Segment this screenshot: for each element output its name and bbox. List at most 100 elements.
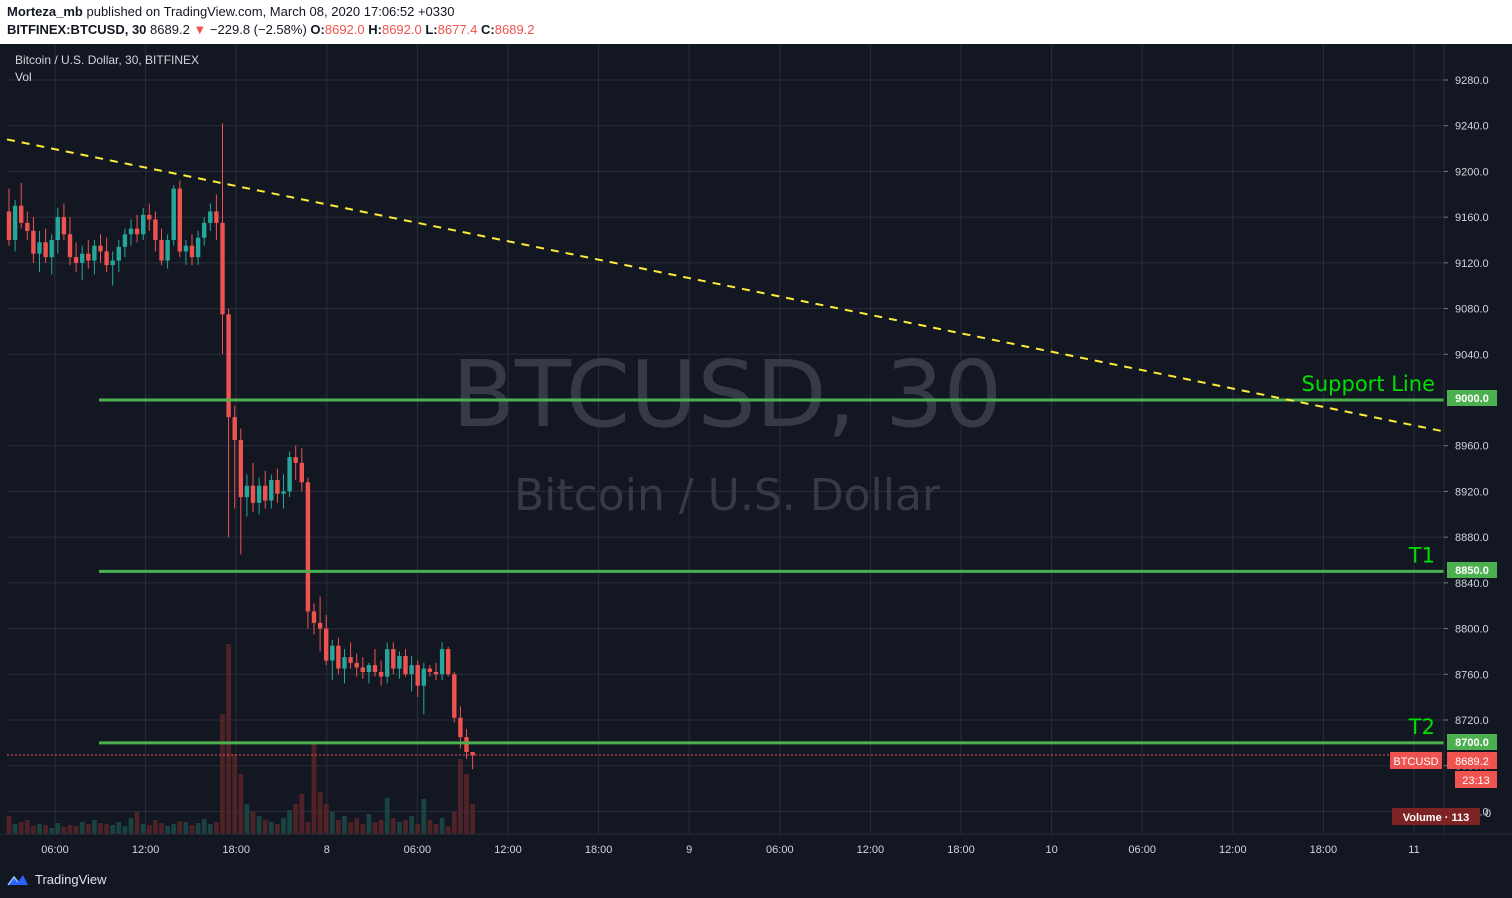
volume-bar [226,644,231,834]
watermark-symbol: BTCUSD, 30 [452,341,1002,448]
volume-bar [433,824,439,834]
price-change: −229.8 (−2.58%) [209,22,307,37]
candle-body [226,314,231,418]
candle-body [311,611,317,623]
price-tick-label: 9040.0 [1455,349,1489,361]
time-tick-label: 10 [1045,844,1057,856]
volume-bar [409,816,414,834]
time-tick-label: 06:00 [404,844,432,856]
candle-body [275,480,280,494]
volume-bar [12,824,18,834]
candle-body [25,222,30,231]
open-label: O: [310,22,325,37]
time-tick-label: 12:00 [494,844,522,856]
price-tick-label: 8920.0 [1455,486,1489,498]
volume-bar [317,792,323,834]
price-tick-label: 9200.0 [1455,166,1489,178]
symbol-name: BITFINEX:BTCUSD, 30 [7,22,147,37]
trendline[interactable] [6,138,1442,432]
time-tick-label: 06:00 [41,844,69,856]
price-chart[interactable]: BTCUSD, 30 Bitcoin / U.S. Dollar Support… [0,44,1512,862]
volume-bar [305,822,311,834]
volume-bar [256,816,262,834]
volume-bar [49,828,55,834]
candle-body [464,737,469,752]
candle-body [293,457,298,463]
candle-body [195,237,201,258]
volume-bar [470,804,475,834]
tradingview-brand[interactable]: TradingView [7,872,107,887]
candle-body [104,251,109,266]
volume-tag: Volume · 113 0 [1392,808,1491,825]
volume-bar [220,714,225,834]
price-tick-label: 9160.0 [1455,212,1489,224]
volume-bar [372,822,378,834]
candle-body [177,188,182,252]
volume-bar [201,819,207,834]
time-tick-label: 06:00 [766,844,794,856]
high-value: 8692.0 [381,22,422,37]
volume-bar [390,818,396,834]
volume-bar [421,799,427,834]
volume-bar [6,816,12,834]
volume-bar [378,820,384,834]
volume-bar [244,804,250,834]
time-axis[interactable]: 06:00 12:00 18:00 8 06:00 12:00 18:00 9 06:00 12:… [41,844,1419,856]
volume-bar [262,820,268,834]
volume-bar [67,825,73,834]
time-tick-label: 18:00 [222,844,250,856]
candle-body [446,649,451,675]
volume-bar [195,823,201,834]
candle-body [391,649,396,669]
candle-body [305,482,311,612]
price-tick-label: 8840.0 [1455,578,1489,590]
close-label: C: [481,22,495,37]
volume-bar [104,824,109,834]
candle-body [385,649,390,677]
candle-body [171,188,176,240]
price-tick-label: 9240.0 [1455,121,1489,133]
candle-body [220,222,225,315]
price-axis[interactable]: 9280.0 9240.0 9200.0 9160.0 9120.0 9080.0 9040… [1444,75,1489,818]
time-tick-label: 8 [324,844,330,856]
volume-bar [451,812,457,834]
author-name[interactable]: Morteza_mb [7,4,83,19]
candle-body [324,628,329,661]
legend-title: Bitcoin / U.S. Dollar, 30, BITFINEX [15,53,199,67]
candle-body [128,228,134,235]
volume-bar [458,759,463,834]
volume-bar [397,822,402,834]
volume-bar [299,794,305,834]
candle-body [122,234,128,247]
candle-body [421,668,426,686]
volume-bar [24,820,30,834]
time-tick-label: 12:00 [857,844,885,856]
volume-bar [171,824,177,834]
time-tick-label: 12:00 [1219,844,1247,856]
volume-bar [31,826,36,834]
candle-body [281,491,286,494]
down-arrow-icon: ▼ [193,22,207,37]
candle-body [452,674,457,718]
brand-name: TradingView [35,872,107,887]
symbol-price-tag: BTCUSD 8689.2 23:13 [1390,752,1497,788]
volume-bar [366,814,372,834]
candle-body [6,211,12,240]
level-tag-t2: 8700.0 [1447,734,1497,750]
candle-body [12,205,18,240]
volume-bars [6,644,475,834]
candle-body [269,480,274,501]
time-tick-label: 12:00 [132,844,160,856]
volume-zero-tick: 0 [1485,808,1491,820]
footer-bar [0,862,1512,898]
time-tick-label: 18:00 [947,844,975,856]
candle-body [250,485,256,503]
volume-bar [140,824,146,834]
candle-body [470,752,475,756]
volume-bar [238,774,244,834]
time-tick-label: 06:00 [1128,844,1156,856]
volume-bar [268,822,274,834]
level-tag-t1: 8850.0 [1447,562,1497,578]
level-label: T1 [1408,543,1435,567]
chart-watermark: BTCUSD, 30 Bitcoin / U.S. Dollar [452,341,1002,521]
